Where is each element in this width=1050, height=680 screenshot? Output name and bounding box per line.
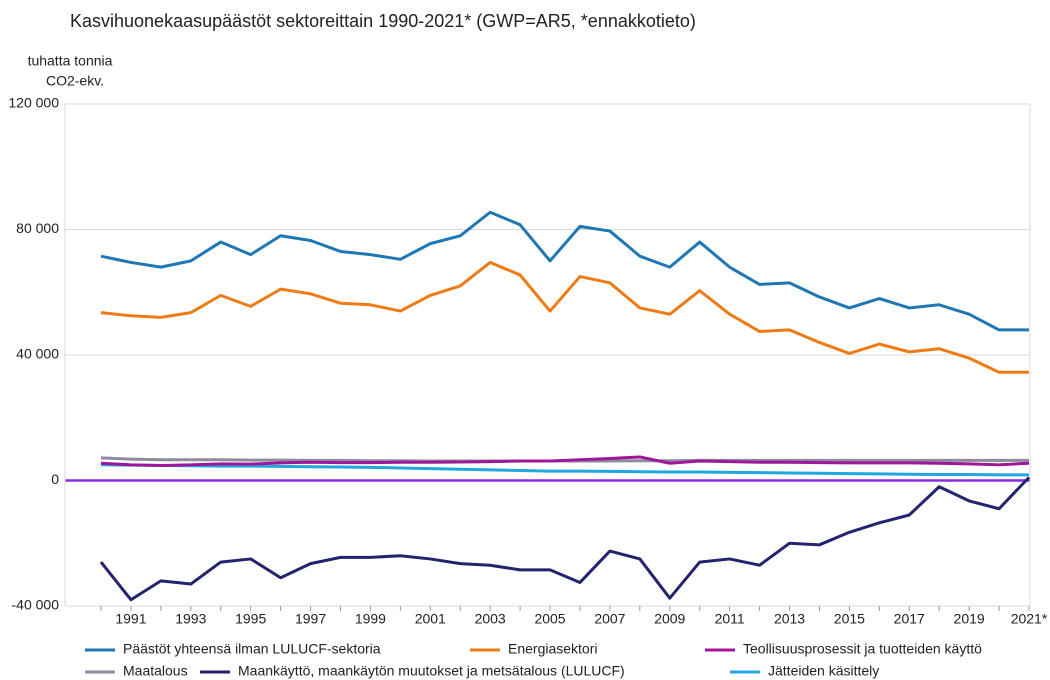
x-tick-label: 2003	[475, 611, 506, 627]
chart-title: Kasvihuonekaasupäästöt sektoreittain 199…	[70, 11, 696, 31]
x-tick-label: 1995	[235, 611, 266, 627]
x-tick-label: 2001	[415, 611, 446, 627]
legend-label: Maankäyttö, maankäytön muutokset ja mets…	[238, 663, 625, 679]
x-tick-label: 1991	[115, 611, 146, 627]
x-tick-label: 2005	[534, 611, 565, 627]
series-line	[99, 476, 1031, 602]
x-tick-label: 2009	[654, 611, 685, 627]
y-tick-label: 120 000	[8, 95, 59, 111]
legend-label: Päästöt yhteensä ilman LULUCF-sektoria	[123, 641, 381, 657]
legend-label: Jätteiden käsittely	[768, 663, 879, 679]
x-tick-label: 1997	[295, 611, 326, 627]
legend-label: Energiasektori	[508, 641, 598, 657]
y-tick-label: 0	[51, 471, 59, 487]
x-tick-label: 1993	[175, 611, 206, 627]
y-tick-label: 80 000	[16, 220, 59, 236]
x-tick-label: 2007	[594, 611, 625, 627]
y-tick-label: 40 000	[16, 346, 59, 362]
legend-label: Maatalous	[123, 663, 188, 679]
x-tick-label: 2015	[834, 611, 865, 627]
x-tick-label: 2021*	[1011, 611, 1048, 627]
series-line	[100, 463, 1029, 477]
x-tick-label: 2013	[774, 611, 805, 627]
series-line	[100, 210, 1029, 332]
series-line	[100, 260, 1029, 374]
y-axis-label: tuhatta tonnia	[28, 53, 113, 69]
y-axis-label: CO2-ekv.	[46, 73, 104, 89]
legend-label: Teollisuusprosessit ja tuotteiden käyttö	[743, 641, 982, 657]
x-tick-label: 2011	[715, 611, 745, 627]
x-tick-label: 2017	[894, 611, 925, 627]
x-tick-label: 2019	[954, 611, 985, 627]
series-line	[100, 455, 1030, 467]
x-tick-label: 1999	[355, 611, 386, 627]
y-tick-label: -40 000	[12, 597, 60, 613]
